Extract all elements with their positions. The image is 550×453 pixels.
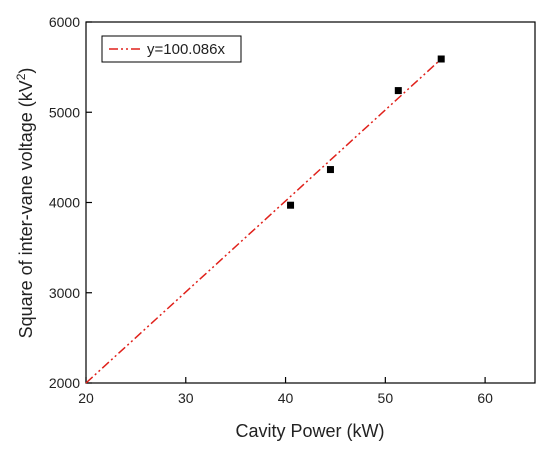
- y-tick-label: 4000: [49, 195, 80, 211]
- y-tick-label: 5000: [49, 104, 80, 120]
- x-tick-label: 40: [278, 390, 294, 406]
- x-tick-label: 20: [78, 390, 94, 406]
- plot-frame: [85, 21, 536, 384]
- x-tick-label: 60: [477, 390, 493, 406]
- x-tick-label: 50: [378, 390, 394, 406]
- y-tick-label: 6000: [49, 14, 80, 30]
- data-points: [287, 55, 445, 209]
- fit-line: [85, 58, 442, 384]
- x-axis-ticks: 20 30 40 50 60: [78, 377, 493, 406]
- legend-box: [101, 35, 242, 63]
- data-point: [287, 201, 295, 209]
- legend-label: y=100.086x: [147, 41, 225, 58]
- data-point: [326, 166, 334, 174]
- data-point: [437, 55, 445, 63]
- y-tick-label: 2000: [49, 375, 80, 391]
- x-tick-label: 30: [178, 390, 194, 406]
- data-point: [394, 87, 402, 95]
- y-axis-label-main: Square of inter-vane voltage (kV: [16, 80, 36, 338]
- y-axis-label: Square of inter-vane voltage (kV2): [14, 68, 36, 339]
- y-axis-ticks: 2000 3000 4000 5000 6000: [49, 14, 92, 391]
- x-axis-label: Cavity Power (kW): [235, 421, 384, 441]
- legend: y=100.086x: [101, 35, 242, 63]
- y-axis-label-close: ): [16, 68, 36, 74]
- y-tick-label: 3000: [49, 285, 80, 301]
- y-axis-label-superscript: 2: [14, 73, 28, 80]
